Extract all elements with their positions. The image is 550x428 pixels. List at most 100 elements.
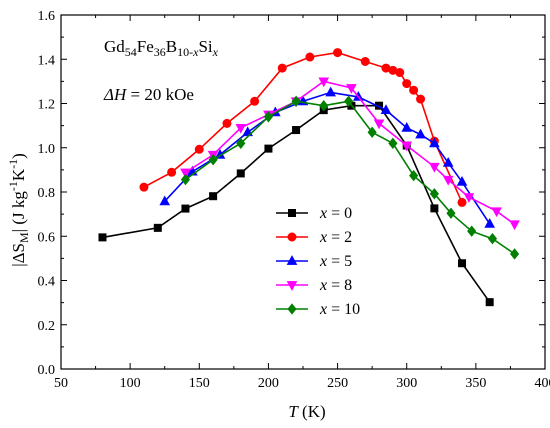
y-tick-label: 1.0 — [38, 142, 56, 157]
data-point-square — [458, 259, 467, 268]
y-axis-label: |ΔSM| (J kg-1K-1) — [6, 153, 31, 267]
y-tick-label: 1.4 — [38, 53, 56, 68]
legend-entry: x = 5 — [276, 253, 352, 270]
data-point-diamond — [287, 303, 297, 315]
data-point-circle — [402, 79, 412, 89]
legend-label: x = 5 — [319, 253, 352, 270]
x-tick-label: 100 — [120, 376, 141, 391]
data-point-square — [181, 204, 190, 213]
y-tick-label: 0.2 — [38, 319, 56, 334]
data-point-diamond — [319, 100, 329, 112]
x-tick-label: 400 — [535, 376, 550, 391]
data-point-triangle-down — [286, 281, 298, 291]
data-point-triangle-up — [484, 218, 495, 228]
series-0 — [98, 101, 494, 307]
y-tick-label: 0.4 — [38, 275, 56, 290]
data-point-diamond — [446, 207, 456, 219]
data-point-diamond — [367, 126, 377, 138]
data-point-circle — [457, 197, 467, 207]
data-point-diamond — [388, 137, 398, 150]
data-point-triangle-down — [491, 207, 502, 218]
data-point-diamond — [344, 95, 354, 107]
data-point-diamond — [236, 137, 246, 150]
plot-frame — [60, 14, 546, 370]
formula-annotation: Gd54Fe36B10-xSix — [104, 37, 219, 59]
legend-label: x = 8 — [319, 277, 352, 294]
data-point-diamond — [263, 111, 274, 123]
data-point-triangle-up — [159, 195, 171, 206]
x-tick-label: 200 — [258, 376, 279, 391]
data-point-triangle-up — [380, 104, 392, 115]
data-point-triangle-down — [346, 84, 357, 94]
legend-label: x = 10 — [319, 301, 360, 318]
data-point-square — [287, 209, 296, 218]
y-tick-label: 0.8 — [38, 186, 56, 201]
data-point-square — [430, 204, 439, 213]
data-point-triangle-down — [235, 123, 247, 134]
data-point-diamond — [409, 169, 419, 182]
series-line — [102, 104, 491, 303]
data-point-diamond — [291, 95, 301, 107]
data-point-triangle-up — [325, 86, 336, 97]
data-point-diamond — [180, 173, 191, 186]
data-point-triangle-down — [442, 175, 454, 186]
legend-entry: x = 0 — [276, 205, 352, 222]
data-point-triangle-down — [509, 220, 520, 231]
data-point-circle — [360, 56, 370, 66]
data-point-triangle-up — [456, 175, 468, 186]
data-point-circle — [333, 48, 343, 58]
x-tick-label: 350 — [465, 376, 486, 391]
data-point-triangle-up — [286, 255, 298, 265]
data-point-diamond — [509, 248, 520, 260]
x-axis-label: T (K) — [288, 402, 325, 421]
data-point-circle — [277, 63, 287, 73]
data-point-square — [236, 169, 245, 178]
data-point-circle — [409, 85, 419, 95]
data-point-circle — [305, 52, 315, 62]
series-group — [98, 48, 520, 307]
axes: 50 100 150 200 250 300 350 400 0.0 0.2 0.4 0.6 0.8 1.… — [38, 9, 550, 391]
data-point-triangle-up — [429, 137, 440, 148]
data-point-square — [98, 233, 107, 242]
data-point-circle — [395, 68, 405, 78]
y-tick-label: 0.6 — [38, 230, 56, 245]
data-point-circle — [222, 118, 232, 128]
data-point-circle — [167, 167, 177, 177]
data-point-diamond — [467, 225, 477, 237]
data-point-triangle-up — [415, 128, 426, 139]
y-tick-label: 0.0 — [38, 363, 56, 378]
x-tick-label: 300 — [396, 376, 417, 391]
data-point-diamond — [487, 233, 498, 245]
data-point-diamond — [429, 188, 439, 200]
data-point-triangle-up — [401, 122, 413, 132]
data-point-triangle-down — [180, 168, 191, 179]
data-point-triangle-up — [442, 156, 454, 167]
data-point-circle — [250, 96, 260, 106]
series-3 — [180, 77, 520, 231]
field-annotation: ΔH = 20 kOe — [103, 85, 194, 104]
data-point-triangle-down — [318, 77, 330, 88]
data-point-triangle-down — [429, 162, 440, 173]
data-point-square — [485, 298, 494, 307]
data-point-triangle-down — [373, 119, 385, 130]
x-tick-label: 150 — [189, 376, 210, 391]
y-tick-label: 1.2 — [38, 98, 56, 113]
legend-label: x = 0 — [319, 205, 352, 222]
y-tick-label: 1.6 — [38, 9, 56, 24]
legend: x = 0 x = 2 x = 5 x = 8 x = 10 — [276, 205, 360, 318]
data-point-square — [264, 144, 273, 153]
data-point-circle — [416, 94, 426, 104]
x-tick-label: 250 — [327, 376, 348, 391]
x-tick-label: 50 — [54, 376, 68, 391]
legend-entry: x = 10 — [276, 301, 360, 318]
data-point-square — [209, 192, 218, 201]
data-point-circle — [287, 232, 297, 242]
data-point-triangle-down — [463, 193, 475, 203]
legend-label: x = 2 — [319, 229, 352, 246]
data-point-square — [153, 223, 162, 232]
data-point-circle — [194, 144, 204, 154]
series-1 — [139, 48, 467, 207]
legend-entry: x = 2 — [276, 229, 352, 246]
data-point-circle — [139, 182, 149, 192]
